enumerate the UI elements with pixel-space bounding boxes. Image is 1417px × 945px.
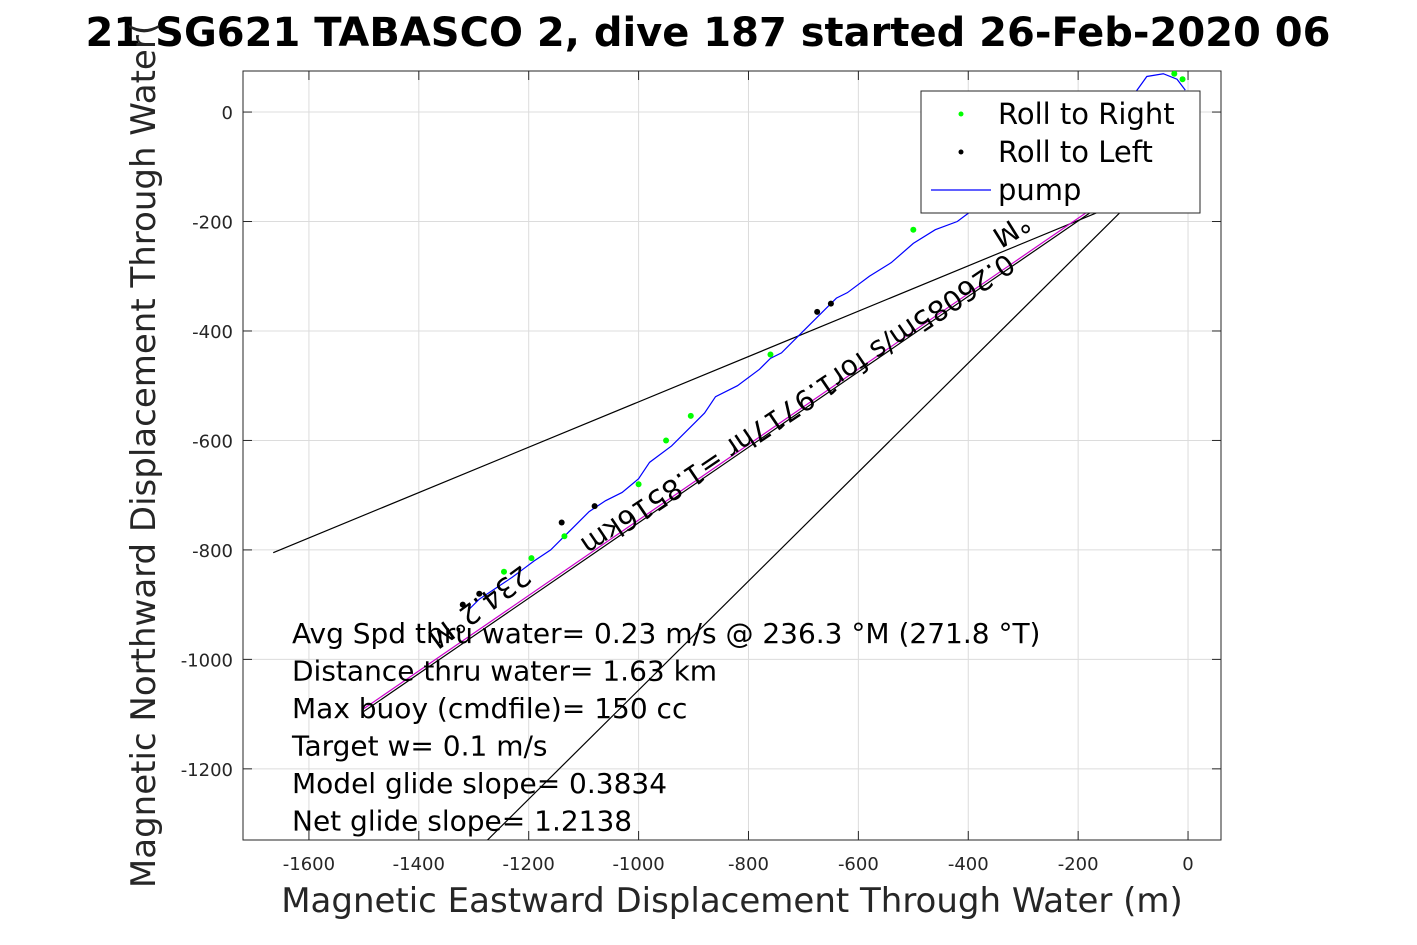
roll-left-point [827, 300, 834, 307]
y-tick-label: -600 [192, 431, 233, 452]
roll-right-point [1179, 76, 1186, 83]
x-axis-label: Magnetic Eastward Displacement Through W… [281, 881, 1183, 921]
legend-label: Roll to Right [998, 97, 1175, 131]
roll-left-point [814, 308, 821, 315]
x-tick-label: -800 [728, 854, 769, 875]
y-tick-label: -1000 [181, 650, 233, 671]
roll-left-point [476, 590, 483, 597]
x-tick-label: -1000 [612, 854, 664, 875]
roll-right-point [663, 437, 670, 444]
legend-marker [958, 149, 964, 155]
plot-area [242, 70, 1222, 841]
annotations: Avg Spd thru water= 0.23 m/s @ 236.3 °M … [291, 617, 1040, 838]
roll-left-point [591, 503, 598, 510]
roll-right-point [1171, 71, 1178, 77]
grid [243, 71, 1221, 840]
y-tick-label: -200 [192, 213, 233, 234]
annotation-line: Avg Spd thru water= 0.23 m/s @ 236.3 °M … [292, 617, 1040, 650]
x-tick-label: -600 [838, 854, 879, 875]
roll-right-point [528, 555, 535, 562]
annotation-line: Distance thru water= 1.63 km [292, 655, 717, 688]
roll-right-point [561, 533, 568, 540]
y-tick-label: 0 [222, 103, 233, 124]
roll-right-point [500, 568, 507, 575]
legend-marker [958, 111, 964, 117]
y-axis-label: Magnetic Northward Displacement Through … [124, 22, 164, 888]
x-tick-label: -1600 [283, 854, 335, 875]
annotation-line: Net glide slope= 1.2138 [292, 805, 632, 838]
x-tick-label: -1400 [393, 854, 445, 875]
roll-right-point [767, 351, 774, 358]
y-tick-label: -800 [192, 541, 233, 562]
axis-ticks: -1600 -1400 -1200 -1000 -800 -600 -400 -200 0 0 -2… [181, 71, 1221, 875]
reference-line [487, 188, 1145, 840]
legend-label: Roll to Left [998, 135, 1153, 169]
y-tick-label: -400 [192, 322, 233, 343]
reference-line [363, 182, 1134, 712]
roll-left-point [459, 601, 466, 608]
roll-right-point [635, 481, 642, 488]
x-tick-label: 0 [1182, 854, 1193, 875]
rotated-label: 0.26085m/s for1.9717hr =1.8516km [575, 247, 1021, 563]
reference-line [363, 179, 1134, 710]
legend: Roll to Right Roll to Left pump [920, 90, 1201, 214]
annotation-line: Max buoy (cmdfile)= 150 cc [292, 692, 687, 725]
x-tick-label: -1200 [503, 854, 555, 875]
legend-box [920, 90, 1201, 214]
roll-right-point [687, 412, 694, 419]
y-tick-label: -1200 [181, 760, 233, 781]
roll-right-point [910, 226, 917, 233]
chart-title: 21 SG621 TABASCO 2, dive 187 started 26-… [86, 10, 1331, 56]
legend-label: pump [998, 173, 1081, 207]
roll-left-point [558, 519, 565, 526]
annotation-line: Model glide slope= 0.3834 [292, 767, 667, 800]
x-tick-label: -400 [948, 854, 989, 875]
reference-line [272, 201, 1123, 554]
annotation-line: Target w= 0.1 m/s [291, 730, 548, 763]
x-tick-label: -200 [1058, 854, 1099, 875]
